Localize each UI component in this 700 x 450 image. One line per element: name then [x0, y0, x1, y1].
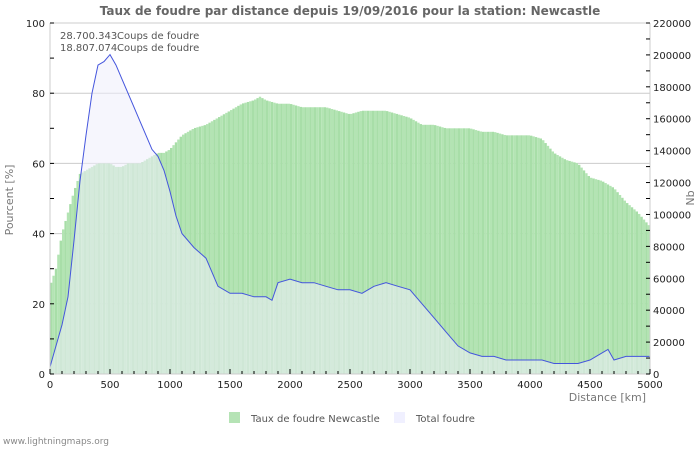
svg-text:80: 80	[32, 89, 45, 100]
svg-text:40: 40	[32, 230, 45, 241]
info-total-label: Coups de foudre	[117, 31, 199, 42]
svg-text:0: 0	[47, 380, 53, 391]
svg-text:60000: 60000	[653, 274, 685, 285]
svg-text:100: 100	[26, 19, 45, 30]
svg-text:3500: 3500	[457, 380, 482, 391]
svg-text:200000: 200000	[653, 51, 691, 62]
svg-text:1000: 1000	[157, 380, 182, 391]
svg-text:20000: 20000	[653, 338, 685, 349]
svg-text:4500: 4500	[577, 380, 602, 391]
svg-text:180000: 180000	[653, 83, 691, 94]
svg-text:500: 500	[100, 380, 119, 391]
svg-text:2000: 2000	[277, 380, 302, 391]
svg-text:0: 0	[653, 370, 659, 381]
svg-text:4000: 4000	[517, 380, 542, 391]
legend-swatch-rate	[229, 412, 240, 423]
x-axis-label: Distance [km]	[569, 391, 646, 404]
svg-text:5000: 5000	[637, 380, 662, 391]
x-axis-ticks: 0 500 1000 1500 2000 2500 3000 3500 4000 4500 5000	[47, 369, 663, 391]
svg-text:60: 60	[32, 159, 45, 170]
legend-label-total: Total foudre	[415, 414, 475, 425]
y-left-axis-label: Pourcent [%]	[3, 165, 16, 236]
svg-text:160000: 160000	[653, 115, 691, 126]
svg-text:0: 0	[39, 370, 45, 381]
svg-text:100000: 100000	[653, 210, 691, 221]
svg-text:80000: 80000	[653, 242, 685, 253]
svg-text:220000: 220000	[653, 19, 691, 30]
info-station-label: Coups de foudre	[117, 43, 199, 54]
total-series-line	[49, 53, 650, 368]
svg-text:120000: 120000	[653, 179, 691, 190]
svg-text:40000: 40000	[653, 306, 685, 317]
svg-text:3000: 3000	[397, 380, 422, 391]
y-right-axis-label: Nb	[684, 190, 697, 205]
left-axis-ticks: 0 20 40 60 80 100	[26, 19, 54, 381]
total-series-area	[50, 54, 650, 374]
info-total-value: 28.700.343	[60, 31, 117, 42]
footer-source-link[interactable]: www.lightningmaps.org	[3, 437, 109, 447]
right-axis-ticks: 0 20000 40000 60000 80000 100000 120000 140000 1…	[646, 19, 691, 381]
svg-text:140000: 140000	[653, 147, 691, 158]
info-station-value: 18.807.074	[60, 43, 117, 54]
legend-label-rate: Taux de foudre Newcastle	[250, 414, 380, 425]
svg-text:1500: 1500	[217, 380, 242, 391]
svg-text:2500: 2500	[337, 380, 362, 391]
svg-text:20: 20	[32, 300, 45, 311]
chart-title: Taux de foudre par distance depuis 19/09…	[100, 4, 600, 18]
legend-swatch-total	[394, 412, 405, 423]
